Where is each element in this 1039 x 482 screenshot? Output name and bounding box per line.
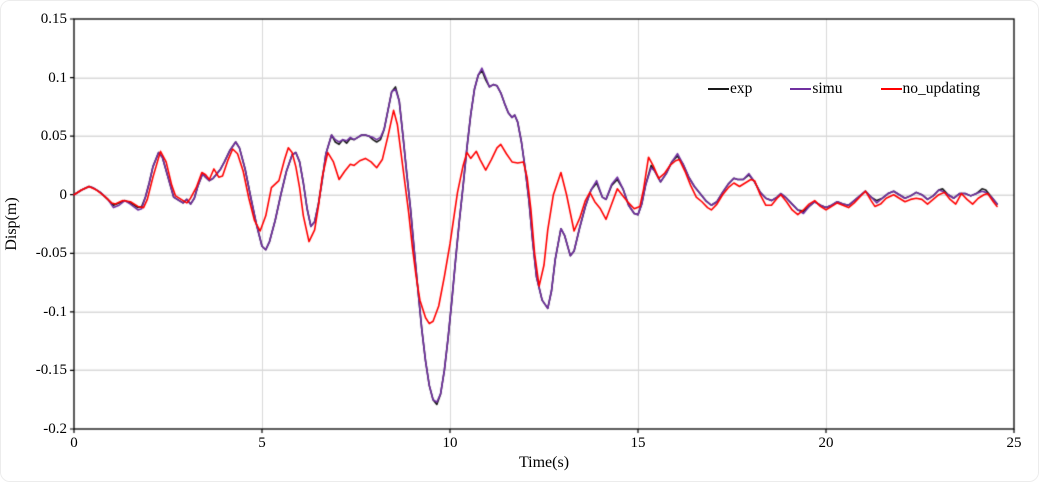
- legend-item-exp: exp: [707, 80, 753, 98]
- legend-item-no-updating: no_updating: [880, 80, 981, 98]
- legend-label-no-updating: no_updating: [902, 80, 981, 97]
- legend-line-simu-icon: [790, 88, 812, 90]
- x-axis-title: Time(s): [518, 454, 570, 471]
- legend: exp simu no_updating: [707, 80, 981, 98]
- y-axis-title: Disp(m): [3, 197, 20, 251]
- legend-item-simu: simu: [790, 80, 843, 98]
- legend-label-simu: simu: [812, 80, 843, 97]
- legend-label-exp: exp: [729, 80, 753, 97]
- legend-line-exp-icon: [707, 88, 729, 90]
- legend-line-no-updating-icon: [880, 88, 902, 90]
